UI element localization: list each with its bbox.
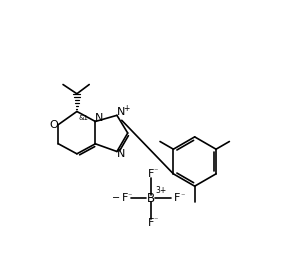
Text: 3+: 3+ [155,186,167,195]
Text: ⁻: ⁻ [154,215,158,225]
Text: ⁻: ⁻ [128,191,132,200]
Text: O: O [49,120,58,129]
Text: B: B [147,192,155,205]
Text: ⁻: ⁻ [180,191,184,200]
Text: F: F [148,169,154,179]
Text: F: F [121,193,128,203]
Text: F: F [148,218,154,228]
Text: N: N [95,113,103,123]
Text: +: + [123,104,129,113]
Text: −: − [112,193,120,203]
Text: N: N [117,149,126,159]
Text: &1: &1 [78,115,88,121]
Text: ⁻: ⁻ [154,166,158,175]
Text: N: N [117,107,126,117]
Text: F: F [174,193,180,203]
